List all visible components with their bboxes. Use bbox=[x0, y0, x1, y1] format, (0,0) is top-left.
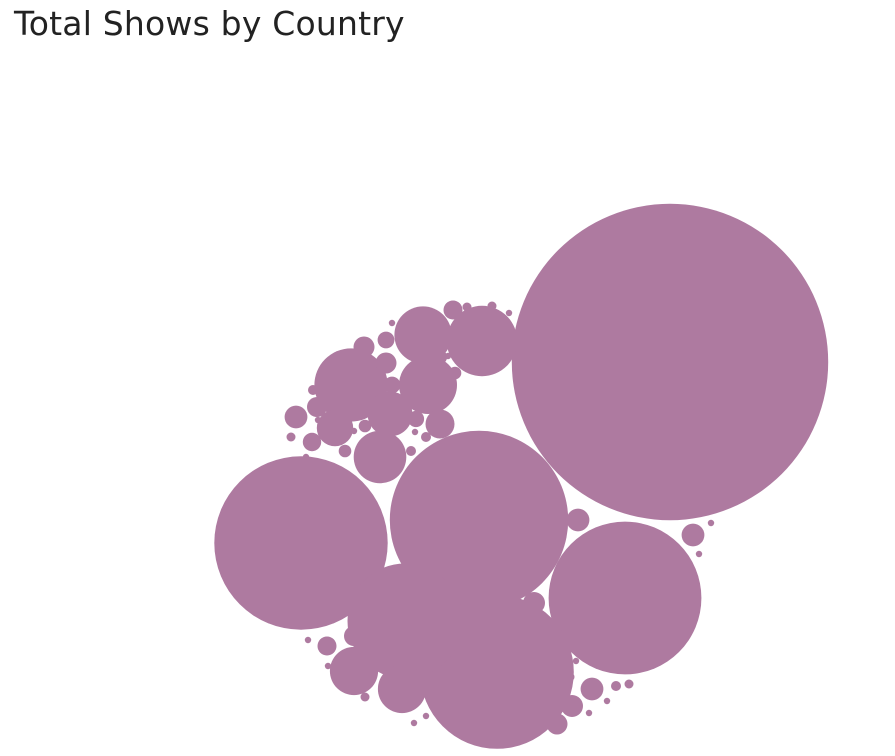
bubble-16[interactable] bbox=[425, 409, 455, 439]
bubble-40[interactable] bbox=[308, 385, 318, 395]
bubble-13[interactable] bbox=[329, 646, 379, 696]
bubble-34[interactable] bbox=[338, 444, 352, 458]
bubble-9[interactable] bbox=[399, 356, 457, 414]
bubble-66[interactable] bbox=[572, 657, 580, 665]
bubble-64[interactable] bbox=[585, 709, 593, 717]
bubble-32[interactable] bbox=[302, 432, 322, 452]
bubble-58[interactable] bbox=[361, 442, 369, 450]
bubble-11[interactable] bbox=[353, 430, 407, 484]
bubble-36[interactable] bbox=[448, 366, 462, 380]
bubble-29[interactable] bbox=[307, 397, 327, 417]
bubble-28[interactable] bbox=[353, 336, 375, 358]
bubble-51[interactable] bbox=[505, 309, 513, 317]
bubble-25[interactable] bbox=[546, 713, 568, 735]
bubble-67[interactable] bbox=[302, 453, 310, 461]
bubble-6[interactable] bbox=[347, 563, 463, 679]
bubble-14[interactable] bbox=[367, 391, 413, 437]
bubble-3[interactable] bbox=[389, 430, 569, 610]
bubble-37[interactable] bbox=[407, 410, 425, 428]
bubble-44[interactable] bbox=[406, 446, 416, 456]
bubble-46[interactable] bbox=[286, 432, 296, 442]
bubble-24[interactable] bbox=[284, 405, 308, 429]
bubble-52[interactable] bbox=[388, 319, 396, 327]
bubble-33[interactable] bbox=[432, 349, 448, 365]
bubble-55[interactable] bbox=[314, 416, 322, 424]
bubble-15[interactable] bbox=[316, 409, 354, 447]
bubble-41[interactable] bbox=[611, 681, 621, 691]
bubble-18[interactable] bbox=[566, 508, 590, 532]
bubble-47[interactable] bbox=[360, 692, 370, 702]
bubble-45[interactable] bbox=[421, 432, 431, 442]
bubble-26[interactable] bbox=[561, 695, 583, 717]
bubble-56[interactable] bbox=[324, 662, 332, 670]
chart-title: Total Shows by Country bbox=[14, 4, 405, 43]
bubble-8[interactable] bbox=[446, 305, 518, 377]
bubble-31[interactable] bbox=[383, 376, 401, 394]
bubble-65[interactable] bbox=[603, 697, 611, 705]
bubble-4[interactable] bbox=[548, 521, 702, 675]
bubble-35[interactable] bbox=[358, 419, 372, 433]
bubble-38[interactable] bbox=[462, 302, 472, 312]
bubble-68[interactable] bbox=[350, 427, 358, 435]
bubble-62[interactable] bbox=[443, 720, 451, 728]
bubble-22[interactable] bbox=[443, 300, 463, 320]
bubble-48[interactable] bbox=[624, 679, 634, 689]
bubble-60[interactable] bbox=[410, 719, 418, 727]
bubble-23[interactable] bbox=[317, 636, 337, 656]
bubble-10[interactable] bbox=[394, 306, 452, 364]
bubble-19[interactable] bbox=[523, 592, 545, 614]
bubble-50[interactable] bbox=[695, 550, 703, 558]
bubble-12[interactable] bbox=[377, 664, 427, 714]
bubble-61[interactable] bbox=[422, 712, 430, 720]
bubble-27[interactable] bbox=[377, 331, 395, 349]
bubble-59[interactable] bbox=[429, 703, 437, 711]
bubble-7[interactable] bbox=[314, 348, 388, 422]
bubble-2[interactable] bbox=[214, 456, 388, 630]
bubble-20[interactable] bbox=[344, 626, 364, 646]
bubble-1[interactable] bbox=[511, 203, 829, 521]
bubble-30[interactable] bbox=[375, 352, 397, 374]
bubble-49[interactable] bbox=[707, 519, 715, 527]
bubble-57[interactable] bbox=[304, 636, 312, 644]
bubble-39[interactable] bbox=[487, 301, 497, 311]
bubble-21[interactable] bbox=[580, 677, 604, 701]
bubble-54[interactable] bbox=[411, 428, 419, 436]
bubble-63[interactable] bbox=[534, 727, 542, 735]
bubble-43[interactable] bbox=[563, 658, 573, 668]
bubble-53[interactable] bbox=[444, 352, 452, 360]
bubble-17[interactable] bbox=[681, 523, 705, 547]
bubble-42[interactable] bbox=[565, 672, 575, 682]
